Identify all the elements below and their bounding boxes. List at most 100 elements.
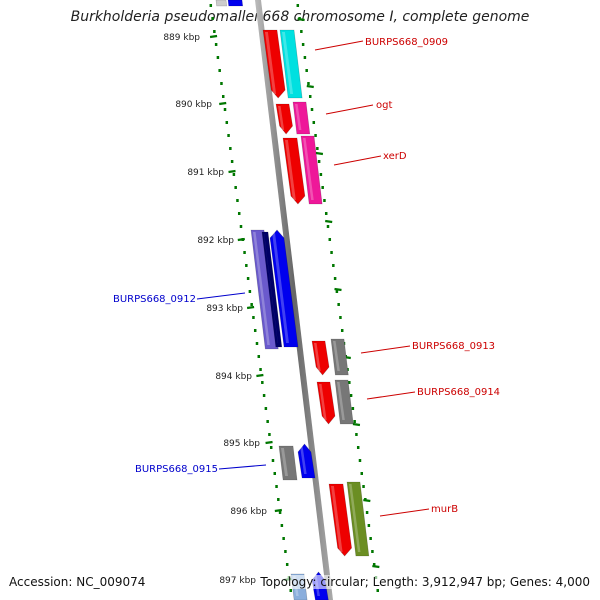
scale-track-left-dot [236, 199, 239, 202]
scale-track-right-dot [333, 277, 337, 280]
gene-label: xerD [383, 151, 407, 162]
scale-track-left-dot [257, 355, 261, 358]
cog-burps668-0909-shine [282, 32, 294, 94]
cog-burps668-0913-shine [333, 341, 340, 371]
scale-track-left-dot [220, 82, 223, 85]
scale-track-left-dot [234, 186, 237, 189]
scale-track-right-dot [348, 381, 351, 384]
scale-track-right-dot [307, 82, 310, 85]
scale-track-left-dot [239, 225, 243, 228]
gene-label: BURPS668_0915 [135, 464, 218, 475]
scale-tick [274, 508, 282, 513]
scale-track-left-dot [271, 459, 275, 462]
scale-tick [297, 17, 305, 22]
scale-label: 894 kbp [215, 372, 252, 382]
scale-track-right-dot [323, 199, 326, 202]
scale-track-left-dot [229, 147, 232, 150]
scale-track-right-dot [321, 186, 324, 189]
cog-burps668-0909 [279, 29, 303, 99]
scale-track-right-dot [371, 550, 374, 553]
cds-burps668-0914-shine [319, 384, 327, 420]
cog-xerd-shine [303, 138, 314, 200]
scale-track-right-dot [312, 121, 316, 124]
scale-track-right-dot [358, 459, 362, 462]
scale-label: 893 kbp [206, 304, 243, 314]
gene-label-leader [196, 292, 246, 300]
gene-label-leader [325, 104, 374, 115]
scale-track-right-dot [305, 69, 308, 72]
scale-track-right-dot [369, 537, 372, 540]
scale-track-left-dot [277, 498, 280, 501]
scale-track-left-dot [218, 69, 221, 72]
cds-murb [328, 483, 352, 557]
cog-burps668-0912-shine [253, 232, 270, 345]
cds-burps668-0915 [297, 443, 316, 479]
scale-track-left-dot [269, 446, 273, 449]
scale-track-left-dot [282, 537, 285, 540]
scale-track-right-dot [372, 563, 376, 566]
scale-track-right-dot [316, 147, 319, 150]
scale-track-right-dot [324, 212, 328, 215]
scale-track-left-dot [250, 303, 253, 306]
backbone-line [255, 0, 333, 600]
scale-track-right-dot [317, 160, 321, 163]
cds-burps668-0912 [269, 229, 299, 348]
scale-tick [352, 422, 361, 427]
scale-track-left-dot [280, 524, 284, 527]
scale-label: 895 kbp [223, 439, 260, 449]
scale-tick [372, 564, 380, 569]
scale-track-left-dot [252, 316, 255, 319]
scale-tick [228, 169, 236, 174]
scale-track-right-dot [328, 238, 332, 241]
gene-label: BURPS668_0914 [417, 387, 500, 398]
accession-label: Accession: NC_009074 [9, 575, 146, 589]
scale-track-right-dot [339, 316, 342, 319]
scale-track-left-dot [209, 4, 213, 7]
cds-gray-top [215, 0, 228, 7]
scale-track-right-dot [335, 290, 339, 293]
scale-track-left-dot [255, 342, 259, 345]
scale-tick [237, 237, 245, 242]
scale-track-left-dot [262, 394, 266, 397]
scale-label: 897 kbp [219, 576, 256, 586]
scale-track-left-dot [268, 433, 271, 436]
scale-label: 892 kbp [197, 236, 234, 246]
cds-ogt-shine [278, 106, 285, 130]
scale-track-right-dot [365, 511, 369, 514]
scale-label: 889 kbp [163, 33, 200, 43]
scale-track-right-dot [308, 95, 312, 98]
cog-burps668-0915-shine [281, 448, 288, 476]
scale-tick [246, 305, 255, 310]
gene-label-leader [333, 155, 382, 166]
scale-track-left-dot [237, 212, 241, 215]
gene-label: ogt [376, 100, 392, 111]
scale-tick [306, 84, 314, 89]
scale-track-right-dot [376, 589, 379, 592]
scale-track-right-dot [351, 407, 355, 410]
scale-tick [265, 440, 273, 445]
scale-track-left-dot [223, 108, 227, 111]
scale-track-left-dot [230, 160, 234, 163]
scale-track-right-dot [353, 420, 356, 423]
cog-burps668-0912-dark [261, 231, 283, 348]
gene-label: BURPS668_0913 [412, 341, 495, 352]
cds-ogt [275, 103, 293, 135]
scale-track-left-dot [225, 121, 229, 124]
cog-murb [346, 481, 370, 557]
scale-track-left-dot [273, 472, 277, 475]
scale-tick [209, 34, 218, 39]
cog-burps668-0915 [278, 445, 298, 481]
scale-track-left-dot [243, 251, 246, 254]
scale-track-left-dot [213, 30, 216, 33]
scale-track-right-dot [356, 446, 360, 449]
scale-track-right-dot [296, 4, 300, 7]
cog-xerd [300, 135, 323, 205]
scale-tick [334, 287, 342, 292]
cds-burps668-0913 [311, 340, 330, 376]
genome-stats: Topology: circular; Length: 3,912,947 bp… [260, 575, 590, 589]
cog-burps668-0912-dark-shine [264, 234, 278, 343]
scale-track-left-dot [266, 420, 269, 423]
scale-track-right-dot [337, 303, 340, 306]
scale-track-right-dot [330, 251, 333, 254]
